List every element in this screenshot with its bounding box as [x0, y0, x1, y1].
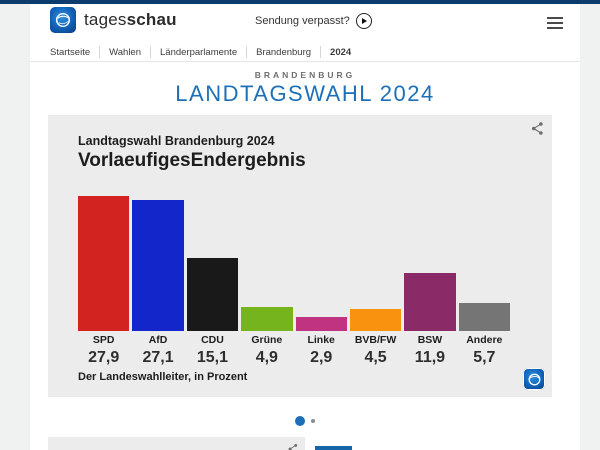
party-name: Linke	[307, 334, 335, 346]
breadcrumb-item-wahlen[interactable]: Wahlen	[109, 46, 141, 58]
party-value: 4,9	[255, 349, 278, 366]
content-column: tagesschau Sendung verpasst? Startseite W…	[30, 4, 580, 450]
breadcrumb-separator	[320, 46, 322, 58]
breadcrumb-divider	[30, 61, 580, 62]
share-icon[interactable]	[287, 442, 299, 450]
bar-chart-labels: SPD 27,9 AfD 27,1 CDU 15,1 Grüne 4,9 Linke 2,9 BVB…	[78, 334, 510, 368]
pagination-dot-1[interactable]	[295, 416, 305, 426]
party-name: AfD	[148, 334, 168, 346]
carousel-pagination	[30, 414, 580, 428]
sendung-verpasst-label: Sendung verpasst?	[255, 15, 350, 27]
pagination-dot-2[interactable]	[311, 419, 315, 423]
share-icon[interactable]	[530, 121, 545, 141]
breadcrumb-item-startseite[interactable]: Startseite	[50, 46, 91, 58]
page-title: LANDTAGSWAHL 2024	[175, 81, 435, 106]
party-value: 27,1	[142, 349, 174, 366]
tagesschau-home-link[interactable]: tagesschau	[50, 7, 177, 33]
brand-wordmark: tagesschau	[84, 10, 177, 29]
chart-subtitle: Landtagswahl Brandenburg 2024	[78, 134, 275, 148]
bar-label-bvb-fw: BVB/FW 4,5	[350, 334, 401, 368]
bar-afd	[132, 200, 184, 331]
next-chart-card-partial[interactable]	[48, 437, 305, 450]
breadcrumb-item-länderparlamente[interactable]: Länderparlamente	[160, 46, 238, 58]
bar-label-gr-ne: Grüne 4,9	[241, 334, 292, 368]
party-value: 27,9	[88, 349, 120, 366]
bar-label-bsw: BSW 11,9	[404, 334, 455, 368]
party-name: SPD	[92, 334, 115, 346]
bar-bsw	[404, 273, 456, 331]
breadcrumb-item-2024[interactable]: 2024	[330, 46, 352, 58]
sendung-verpasst-link[interactable]: Sendung verpasst?	[255, 13, 372, 29]
site-header: tagesschau Sendung verpasst?	[30, 4, 580, 40]
party-name: BSW	[417, 334, 443, 346]
party-name: BVB/FW	[354, 334, 397, 346]
bar-cdu	[186, 258, 239, 331]
tagesschau-globe-logo-icon	[50, 7, 76, 33]
bar-chart	[78, 193, 510, 331]
party-value: 11,9	[414, 349, 446, 366]
bar-label-afd: AfD 27,1	[132, 334, 183, 368]
hero-kicker: BRANDENBURG	[254, 70, 356, 80]
party-name: Grüne	[251, 334, 283, 346]
bar-label-linke: Linke 2,9	[296, 334, 347, 368]
top-accent-strip	[0, 0, 600, 4]
breadcrumb: Startseite Wahlen Länderparlamente Brandenb…	[50, 44, 360, 60]
bar-bvb-fw	[349, 309, 402, 331]
bar-linke	[295, 317, 347, 331]
party-value: 4,5	[364, 349, 387, 366]
breadcrumb-separator	[150, 46, 151, 58]
chart-title: VorlaeufigesEndergebnis	[78, 150, 306, 171]
breadcrumb-item-brandenburg[interactable]: Brandenburg	[256, 46, 312, 58]
results-chart-card: Landtagswahl Brandenburg 2024 Vorlaeufig…	[48, 115, 552, 397]
party-value: 2,9	[310, 349, 333, 366]
party-value: 5,7	[473, 349, 496, 366]
party-value: 15,1	[196, 349, 228, 366]
breadcrumb-separator	[246, 46, 248, 58]
party-name: CDU	[201, 334, 224, 346]
bar-andere	[458, 303, 510, 331]
bar-spd	[78, 196, 130, 331]
next-section-element-partial	[315, 446, 352, 450]
chart-source: Der Landeswahlleiter, in Prozent	[78, 371, 248, 383]
bar-label-andere: Andere 5,7	[459, 334, 510, 368]
menu-icon[interactable]	[547, 17, 563, 32]
play-icon[interactable]	[355, 13, 372, 29]
bar-label-cdu: CDU 15,1	[187, 334, 238, 368]
breadcrumb-separator	[99, 46, 101, 58]
tagesschau-watermark-icon	[523, 368, 545, 390]
party-name: Andere	[466, 334, 503, 346]
bar-gr-ne	[241, 307, 293, 331]
bar-label-spd: SPD 27,9	[78, 334, 129, 368]
